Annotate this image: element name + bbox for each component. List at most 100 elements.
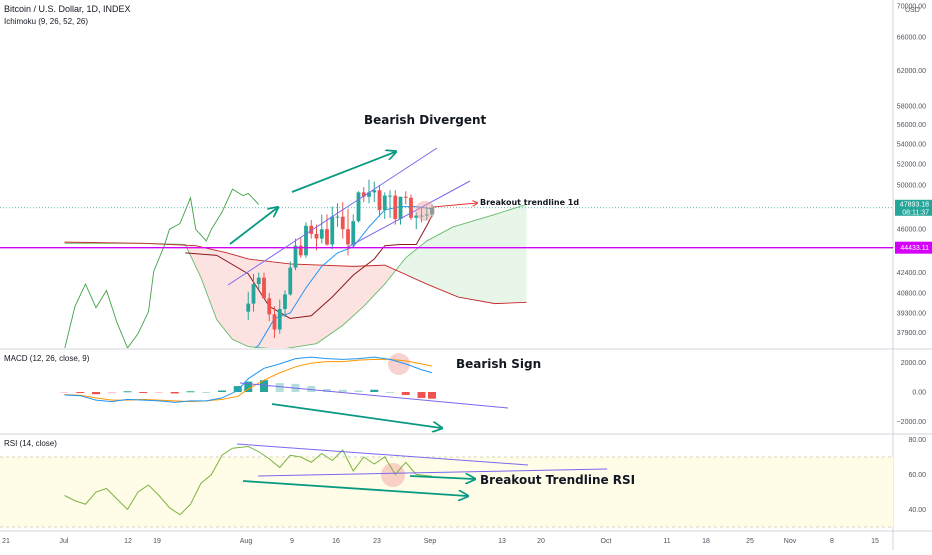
currency-label: USD: [905, 7, 920, 14]
price-tick-label: 66000.00: [897, 35, 926, 42]
macd-bearish-arrow: [271, 403, 441, 428]
candle: [361, 192, 366, 197]
macd-histogram-bar: [76, 392, 85, 393]
rsi-upper-trendline: [236, 443, 529, 466]
current-price-badge: [895, 199, 932, 216]
price-tick-label: 42400.00: [897, 270, 926, 277]
candle: [372, 190, 377, 193]
candle: [314, 233, 319, 239]
candle: [414, 215, 419, 218]
macd-tick-label: −2000.00: [897, 419, 926, 426]
rsi-legend: RSI (14, close): [4, 439, 57, 448]
channel-lower-line: [347, 180, 471, 248]
candle: [382, 195, 387, 210]
channel-upper-line: [227, 147, 438, 286]
macd-histogram-bar: [155, 392, 163, 393]
level-price-value: 44433.11: [900, 245, 929, 252]
rsi-tick-label: 40.00: [908, 507, 926, 514]
macd-histogram-bar: [307, 386, 316, 392]
time-tick-label: 18: [702, 538, 710, 545]
bar-countdown: 08:11:37: [902, 209, 929, 216]
macd-cross-highlight: [388, 353, 410, 375]
time-tick-label: Sep: [424, 538, 437, 545]
macd-histogram-bar: [370, 389, 379, 392]
candle: [251, 284, 256, 304]
ichimoku-legend: Ichimoku (9, 26, 52, 26): [4, 17, 89, 26]
macd-legend: MACD (12, 26, close, 9): [4, 354, 90, 363]
candle: [293, 245, 298, 268]
macd-histogram-bar: [244, 381, 253, 392]
rsi-breakout-highlight: [381, 463, 405, 487]
candle: [424, 214, 429, 216]
candle: [330, 216, 335, 245]
price-tick-label: 39300.00: [897, 311, 926, 318]
candle: [267, 298, 272, 315]
level-price-badge: [895, 241, 932, 254]
macd-histogram-bar: [260, 380, 268, 392]
candle: [319, 229, 324, 239]
candle: [283, 294, 287, 309]
lagging-span: [64, 188, 260, 348]
divergence-arrow-right: [291, 152, 395, 193]
candle: [398, 196, 403, 219]
macd-histogram-bar: [107, 392, 116, 394]
macd-histogram-bar: [202, 392, 211, 393]
price-tick-label: 37900.00: [897, 330, 926, 337]
candle: [393, 195, 398, 219]
rsi-band: [0, 457, 893, 527]
rsi-tick-label: 80.00: [908, 437, 926, 444]
candle: [430, 207, 434, 215]
kumo-cloud-bearish: [187, 245, 398, 348]
time-tick-label: 25: [746, 538, 754, 545]
time-tick-label: Oct: [601, 538, 612, 545]
symbol-title: Bitcoin / U.S. Dollar, 1D, INDEX: [4, 4, 131, 14]
time-tick-label: 19: [153, 538, 161, 545]
rsi-breakout-arrow: [409, 476, 474, 479]
candle: [335, 216, 340, 218]
candle: [351, 221, 356, 245]
time-tick-label: 15: [871, 538, 879, 545]
kumo-cloud-bullish: [397, 204, 527, 304]
breakout-trendline-1d-annotation: Breakout trendline 1d: [480, 198, 580, 207]
time-tick-label: Aug: [240, 538, 253, 545]
price-tick-label: 52000.00: [897, 161, 926, 168]
breakout-trendline-rsi-annotation: Breakout Trendline RSI: [480, 473, 636, 487]
breakout-highlight-price: [415, 201, 435, 221]
macd-trendline: [239, 382, 509, 409]
price-tick-label: 58000.00: [897, 103, 926, 110]
price-tick-label: 46000.00: [897, 227, 926, 234]
rsi-lower-trendline: [257, 468, 608, 477]
price-pane: [64, 179, 527, 348]
price-tick-label: 40800.00: [897, 291, 926, 298]
price-tick-label: 54000.00: [897, 141, 926, 148]
candle: [346, 229, 350, 245]
candle: [246, 303, 251, 312]
macd-histogram-bar: [323, 389, 331, 392]
time-tick-label: 9: [290, 538, 294, 545]
candle: [388, 195, 392, 197]
candle: [277, 308, 282, 330]
time-tick-label: 16: [332, 538, 340, 545]
macd-histogram-bar: [170, 392, 179, 394]
macd-histogram-bar: [354, 390, 363, 392]
candle: [288, 267, 293, 295]
candle: [325, 229, 329, 245]
macd-histogram-bar: [139, 392, 148, 393]
candle: [304, 225, 308, 256]
macd-tick-label: 2000.00: [901, 360, 926, 367]
macd-line: [64, 356, 433, 403]
candle: [256, 277, 261, 285]
macd-histogram-bar: [60, 392, 69, 393]
price-tick-label: 62000.00: [897, 68, 926, 75]
price-tick-label: 70000.00: [897, 3, 926, 10]
current-price-value: 47893.18: [900, 201, 929, 208]
candle: [298, 245, 303, 256]
breakout-arrow-1d: [432, 203, 477, 208]
time-tick-label: Nov: [784, 538, 797, 545]
leading-span-a: [64, 203, 527, 348]
rsi-tick-label: 60.00: [908, 472, 926, 479]
rsi-line: [64, 445, 433, 516]
candle: [367, 192, 371, 197]
